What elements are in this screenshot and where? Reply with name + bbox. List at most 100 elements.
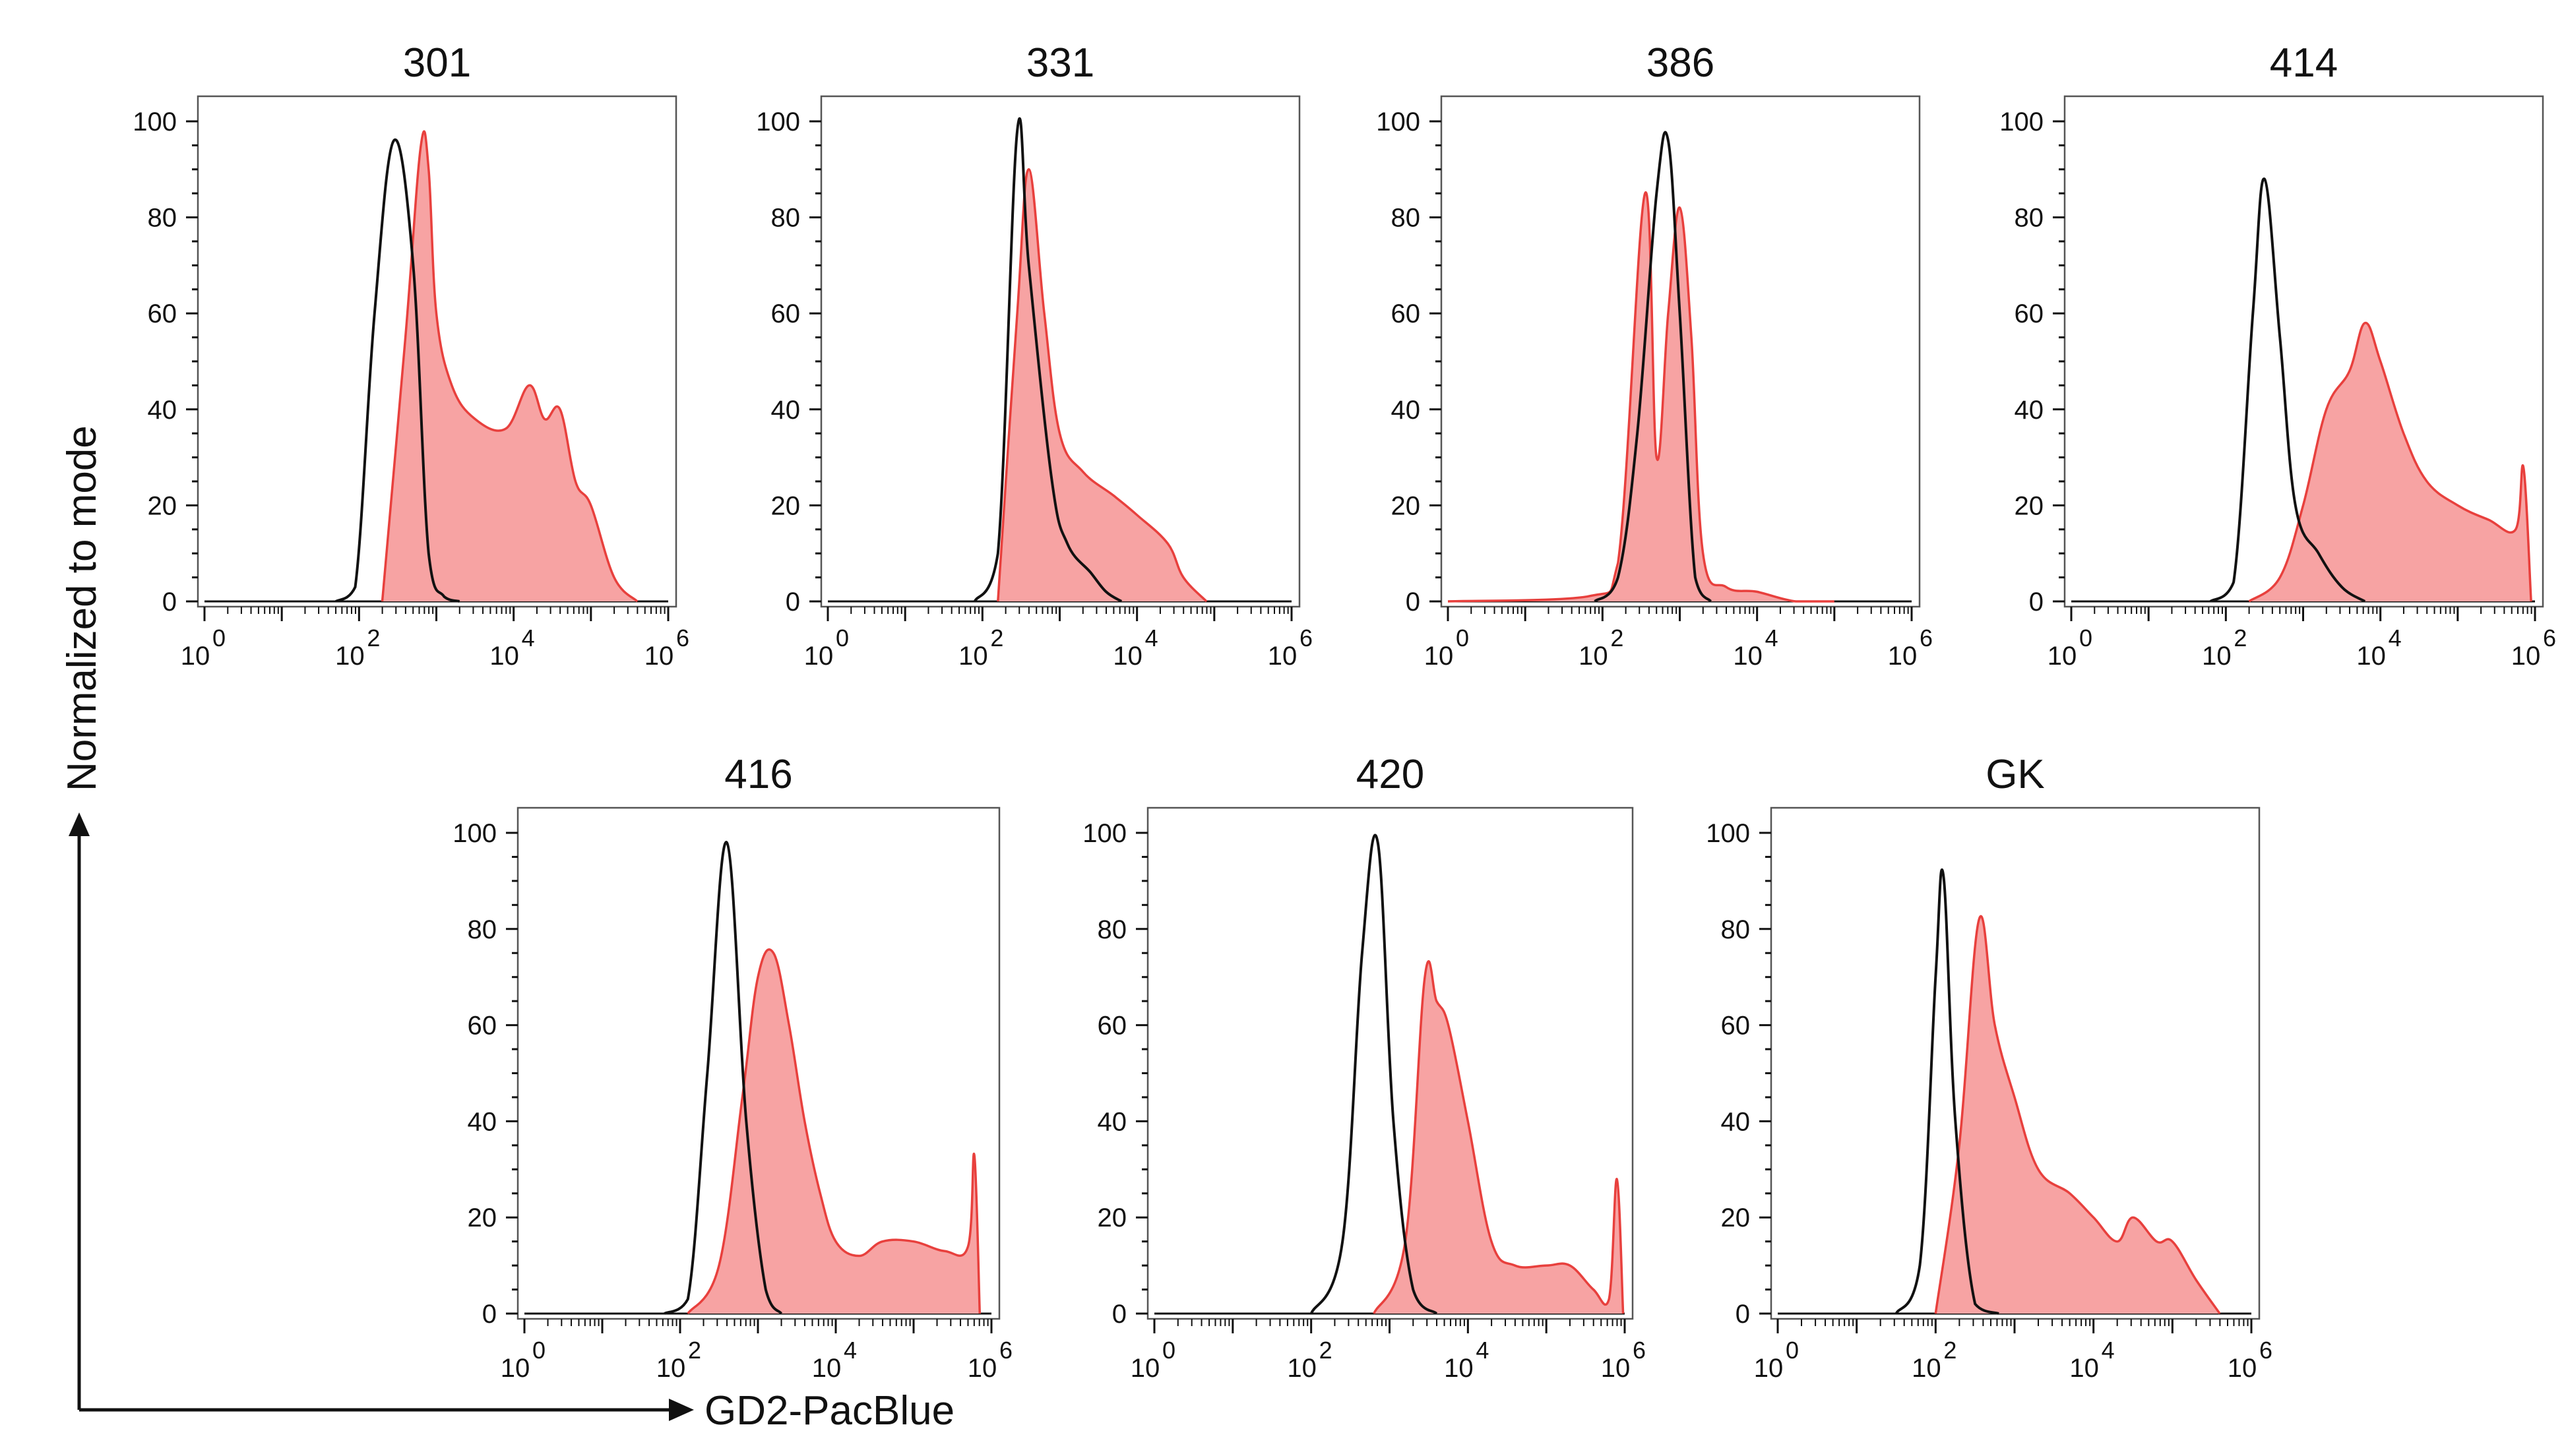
y-tick-label: 100 xyxy=(1376,107,1420,136)
y-tick-label: 0 xyxy=(1112,1300,1127,1329)
gd2-histogram-fill xyxy=(1373,961,1623,1314)
x-tick-exponent: 2 xyxy=(367,624,380,652)
gd2-histogram-line xyxy=(2248,322,2532,603)
control-histogram-line xyxy=(973,117,1123,603)
y-tick-label: 20 xyxy=(468,1203,497,1232)
panel-title: 301 xyxy=(403,40,471,86)
x-tick-exponent: 6 xyxy=(1920,624,1933,652)
x-tick-exponent: 0 xyxy=(1456,624,1469,652)
x-tick-exponent: 4 xyxy=(1476,1337,1489,1364)
x-tick-exponent: 4 xyxy=(522,624,535,652)
x-tick-exponent: 6 xyxy=(1633,1337,1646,1364)
x-tick-exponent: 0 xyxy=(212,624,226,652)
y-tick-label: 100 xyxy=(1706,819,1750,848)
x-tick-exponent: 2 xyxy=(1943,1337,1956,1364)
control-histogram-line xyxy=(1309,834,1438,1315)
y-tick-label: 60 xyxy=(148,299,177,328)
x-tick-exponent: 4 xyxy=(2389,624,2402,652)
control-histogram-line xyxy=(1894,868,1999,1315)
x-tick-exponent: 6 xyxy=(999,1337,1013,1364)
x-tick-exponent: 6 xyxy=(2543,624,2556,652)
control-histogram-line xyxy=(335,138,460,603)
x-tick-label: 10 xyxy=(2048,642,2077,671)
y-tick-label: 60 xyxy=(1721,1012,1751,1041)
x-tick-label: 10 xyxy=(1424,642,1454,671)
x-tick-label: 10 xyxy=(1601,1354,1631,1383)
x-tick-exponent: 6 xyxy=(676,624,689,652)
gd2-histogram-line xyxy=(1373,960,1625,1314)
y-tick-label: 80 xyxy=(1098,915,1127,944)
y-tick-label: 100 xyxy=(756,107,800,136)
x-tick-exponent: 0 xyxy=(1786,1337,1799,1364)
y-tick-label: 60 xyxy=(2015,299,2044,328)
panels-container: 3010204060801001001021041063310204060801… xyxy=(133,40,2556,1383)
y-axis-arrowhead xyxy=(69,812,90,836)
x-tick-label: 10 xyxy=(1754,1354,1784,1383)
x-tick-exponent: 4 xyxy=(844,1337,857,1364)
panel-title: 416 xyxy=(724,752,792,797)
panel-title: 420 xyxy=(1356,752,1424,797)
y-tick-label: 60 xyxy=(468,1012,497,1041)
y-tick-label: 40 xyxy=(2015,396,2044,425)
control-histogram-line xyxy=(2209,177,2366,603)
y-tick-label: 60 xyxy=(1098,1012,1127,1041)
gd2-histogram-fill xyxy=(687,949,980,1314)
y-tick-label: 0 xyxy=(482,1300,497,1329)
x-tick-exponent: 2 xyxy=(688,1337,701,1364)
y-tick-label: 40 xyxy=(468,1107,497,1136)
shared-x-axis-label: GD2-PacBlue xyxy=(704,1388,954,1434)
y-tick-label: 40 xyxy=(1098,1107,1127,1136)
y-tick-label: 0 xyxy=(162,588,177,617)
x-tick-exponent: 0 xyxy=(1162,1337,1175,1364)
x-tick-label: 10 xyxy=(1888,642,1918,671)
x-tick-label: 10 xyxy=(812,1354,842,1383)
x-tick-label: 10 xyxy=(644,642,674,671)
x-tick-label: 10 xyxy=(1733,642,1763,671)
y-tick-label: 100 xyxy=(453,819,497,848)
y-tick-label: 20 xyxy=(148,491,177,520)
x-tick-label: 10 xyxy=(1287,1354,1317,1383)
x-tick-exponent: 6 xyxy=(2259,1337,2272,1364)
gd2-histogram-line xyxy=(381,130,639,603)
control-histogram-line xyxy=(1594,131,1712,603)
y-tick-label: 20 xyxy=(1721,1203,1751,1232)
gd2-histogram-fill xyxy=(997,169,1207,601)
y-tick-label: 80 xyxy=(148,204,177,233)
x-axis-arrowhead xyxy=(669,1399,694,1421)
x-tick-label: 10 xyxy=(656,1354,686,1383)
x-tick-label: 10 xyxy=(489,642,519,671)
gd2-histogram-line xyxy=(997,168,1208,603)
y-tick-label: 40 xyxy=(1721,1107,1751,1136)
y-tick-label: 80 xyxy=(1391,204,1421,233)
y-tick-label: 20 xyxy=(771,491,801,520)
y-tick-label: 0 xyxy=(1736,1300,1750,1329)
x-tick-label: 10 xyxy=(181,642,210,671)
y-tick-label: 80 xyxy=(771,204,801,233)
x-tick-label: 10 xyxy=(804,642,834,671)
panel-title: 331 xyxy=(1026,40,1094,86)
x-tick-label: 10 xyxy=(2356,642,2386,671)
x-tick-label: 10 xyxy=(335,642,365,671)
y-tick-label: 80 xyxy=(2015,204,2044,233)
x-tick-label: 10 xyxy=(2228,1354,2257,1383)
x-tick-label: 10 xyxy=(2202,642,2232,671)
gd2-histogram-line xyxy=(687,948,982,1315)
y-tick-label: 60 xyxy=(771,299,801,328)
x-tick-label: 10 xyxy=(1268,642,1298,671)
gd2-histogram-fill xyxy=(2249,322,2532,601)
x-tick-label: 10 xyxy=(1113,642,1142,671)
gd2-histogram-line xyxy=(1934,915,2221,1314)
x-tick-exponent: 4 xyxy=(1765,624,1778,652)
x-tick-exponent: 2 xyxy=(1610,624,1623,652)
x-tick-label: 10 xyxy=(501,1354,530,1383)
x-tick-exponent: 2 xyxy=(1319,1337,1332,1364)
x-tick-exponent: 0 xyxy=(532,1337,546,1364)
y-tick-label: 40 xyxy=(148,396,177,425)
y-tick-label: 80 xyxy=(1721,915,1751,944)
